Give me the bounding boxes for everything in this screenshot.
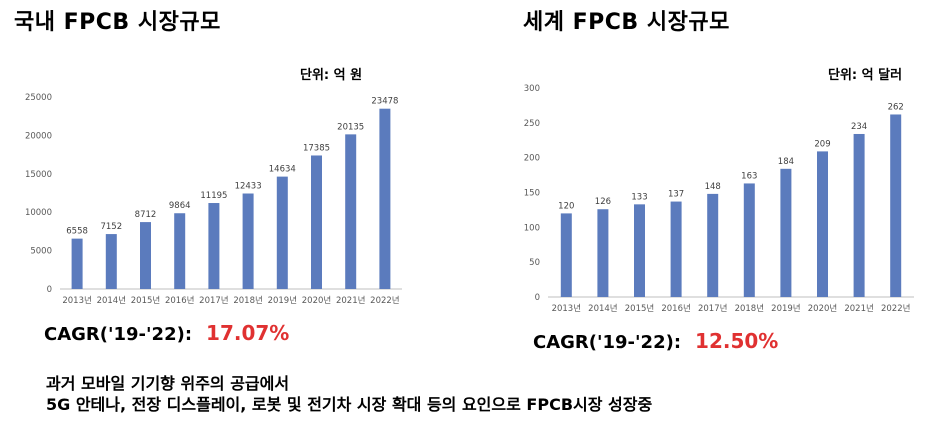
bar [560, 213, 572, 297]
bar [311, 155, 322, 289]
x-tick-label: 2018년 [735, 303, 764, 314]
y-tick-label: 0 [47, 285, 52, 295]
x-tick-label: 2019년 [771, 303, 800, 314]
right-unit-label: 단위: 억 달러 [828, 68, 903, 83]
x-tick-label: 2017년 [698, 303, 727, 314]
y-tick-label: 5000 [30, 247, 52, 257]
x-tick-label: 2021년 [336, 295, 365, 306]
bar [71, 238, 83, 289]
x-tick-label: 2019년 [268, 295, 297, 306]
y-tick-label: 300 [524, 84, 540, 94]
left-chart-title: 국내 FPCB 시장규모 [14, 10, 221, 35]
bar [105, 234, 117, 289]
footnote-line-1: 과거 모바일 기기향 위주의 공급에서 [46, 374, 290, 393]
bar [743, 183, 755, 297]
bar [140, 222, 151, 289]
footnote-line-2: 5G 안테나, 전장 디스플레이, 로봇 및 전기차 시장 확대 등의 요인으로… [46, 395, 653, 414]
x-tick-label: 2022년 [881, 303, 910, 314]
right-chart-title: 세계 FPCB 시장규모 [523, 10, 730, 35]
right-cagr: CAGR('19-'22): 12.50% [533, 329, 778, 353]
right-cagr-label: CAGR('19-'22): [533, 332, 682, 353]
data-label: 234 [851, 122, 867, 132]
data-label: 7152 [100, 222, 122, 232]
global-fpcb-chart: 0 50 100 150 200 250 300 120 2013년 126 2014년 133 201… [500, 78, 930, 328]
data-label: 6558 [66, 227, 88, 237]
x-tick-label: 2013년 [552, 303, 581, 314]
y-tick-label: 10000 [25, 208, 52, 218]
data-label: 14634 [269, 165, 296, 175]
x-tick-label: 2020년 [302, 295, 331, 306]
bar [853, 133, 865, 297]
data-label: 17385 [303, 143, 330, 153]
data-label: 163 [741, 171, 757, 181]
data-label: 137 [668, 190, 684, 200]
bar [276, 176, 288, 289]
bar [707, 193, 719, 297]
x-tick-label: 2013년 [62, 295, 91, 306]
bar [242, 193, 254, 289]
data-label: 133 [631, 192, 647, 202]
data-label: 9864 [169, 201, 191, 211]
x-tick-label: 2015년 [131, 295, 160, 306]
x-tick-label: 2017년 [199, 295, 228, 306]
x-tick-label: 2021년 [844, 303, 873, 314]
data-label: 23478 [371, 97, 398, 107]
data-label: 184 [778, 157, 794, 167]
x-tick-label: 2018년 [233, 295, 262, 306]
bar [174, 213, 186, 289]
domestic-fpcb-chart: 0 5000 10000 15000 20000 25000 6558 2013년 7152 20… [0, 84, 420, 324]
bar [597, 209, 609, 297]
data-label: 12433 [235, 182, 262, 192]
bar [670, 201, 682, 297]
y-tick-label: 250 [524, 119, 540, 129]
x-tick-label: 2016년 [661, 303, 690, 314]
y-tick-label: 15000 [25, 170, 52, 180]
y-tick-label: 0 [535, 293, 540, 303]
x-tick-label: 2014년 [97, 295, 126, 306]
y-tick-label: 50 [529, 258, 540, 268]
data-label: 126 [595, 197, 611, 207]
data-label: 20135 [337, 122, 364, 132]
footnote: 과거 모바일 기기향 위주의 공급에서 5G 안테나, 전장 디스플레이, 로봇… [46, 373, 652, 415]
data-label: 209 [814, 139, 830, 149]
x-tick-label: 2014년 [588, 303, 617, 314]
right-cagr-value: 12.50% [695, 329, 779, 353]
left-cagr-value: 17.07% [206, 321, 290, 345]
data-label: 8712 [135, 210, 157, 220]
data-label: 120 [558, 201, 574, 211]
bar [345, 134, 357, 289]
data-label: 11195 [200, 191, 227, 201]
left-cagr: CAGR('19-'22): 17.07% [44, 321, 289, 345]
x-tick-label: 2020년 [808, 303, 837, 314]
bar [379, 108, 391, 289]
data-label: 262 [888, 102, 904, 112]
y-tick-label: 20000 [25, 131, 52, 141]
y-tick-label: 200 [524, 154, 540, 164]
bar [890, 114, 902, 297]
x-tick-label: 2015년 [625, 303, 654, 314]
bar [634, 204, 645, 297]
left-cagr-label: CAGR('19-'22): [44, 324, 193, 345]
y-tick-label: 150 [524, 189, 540, 199]
left-unit-label: 단위: 억 원 [300, 68, 363, 83]
data-label: 148 [705, 182, 721, 192]
y-tick-label: 100 [524, 223, 540, 233]
x-tick-label: 2022년 [370, 295, 399, 306]
y-tick-label: 25000 [25, 93, 52, 103]
bar [208, 203, 220, 289]
bar [817, 151, 828, 297]
bar [780, 168, 792, 297]
x-tick-label: 2016년 [165, 295, 194, 306]
